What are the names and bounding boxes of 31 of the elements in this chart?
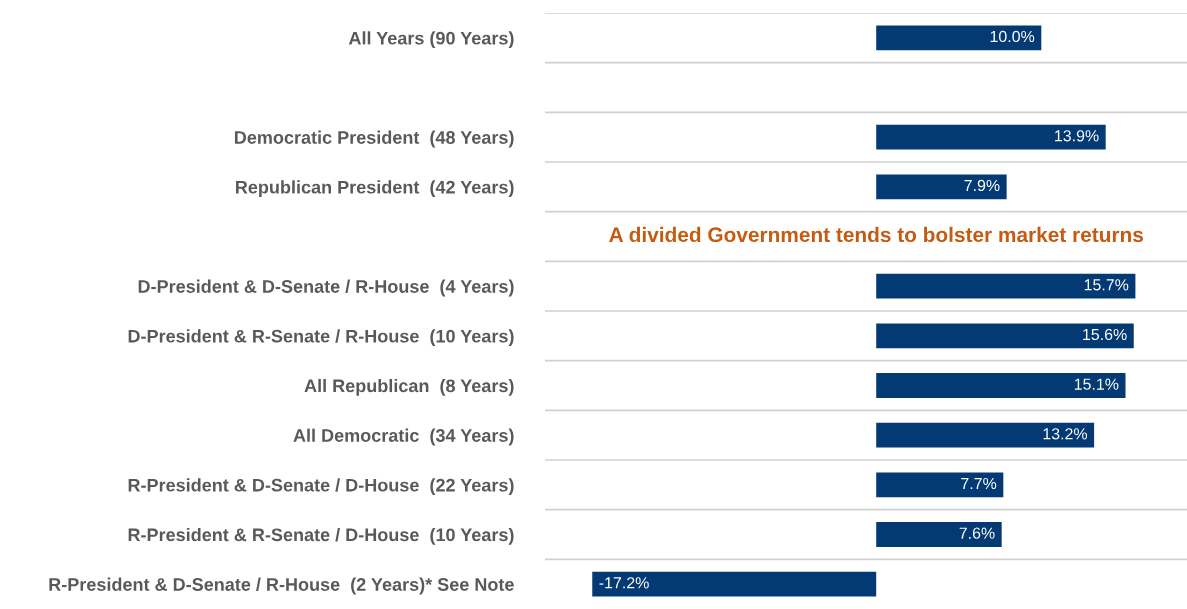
bar: [876, 422, 1095, 448]
bar: [876, 373, 1126, 398]
bar: [876, 522, 1002, 547]
y-tick-label: D-President & R-Senate / R-House (10 Years): [128, 329, 514, 347]
data-label: 15.7%: [1084, 279, 1129, 291]
y-tick-label: All Years (90 Years): [348, 31, 514, 49]
annotation: A divided Government tends to bolster market returns: [609, 226, 1143, 243]
y-tick-label: R-President & R-Senate / D-House (10 Years): [128, 527, 514, 545]
data-label: 15.6%: [1083, 328, 1127, 341]
data-label: 15.1%: [1074, 378, 1119, 390]
y-tick-label: Republican President (42 Years): [236, 180, 514, 198]
y-tick-label: All Democratic (34 Years): [293, 428, 514, 446]
y-tick-label: R-President & D-Senate / D-House (22 Years): [128, 478, 514, 496]
data-label: 13.9%: [1055, 130, 1099, 142]
bar: [876, 25, 1042, 51]
bar: [876, 323, 1134, 349]
bar: [876, 472, 1004, 498]
data-label: 7.9%: [964, 179, 1000, 192]
bar: [876, 124, 1106, 150]
bar: [876, 273, 1136, 299]
y-tick-label: D-President & D-Senate / R-House (4 Years): [138, 279, 514, 297]
data-label: 7.7%: [961, 477, 997, 490]
data-label: 10.0%: [990, 30, 1035, 43]
data-label: -17.2%: [599, 577, 649, 589]
data-label: 7.6%: [959, 527, 995, 539]
data-label: 13.2%: [1043, 428, 1088, 440]
bar: [876, 174, 1007, 200]
y-tick-label: All Republican (8 Years): [304, 378, 514, 396]
y-tick-label: R-President & D-Senate / R-House (2 Years)* See Note: [49, 577, 514, 595]
bar: [592, 571, 877, 597]
y-tick-label: Democratic President (48 Years): [234, 130, 514, 148]
